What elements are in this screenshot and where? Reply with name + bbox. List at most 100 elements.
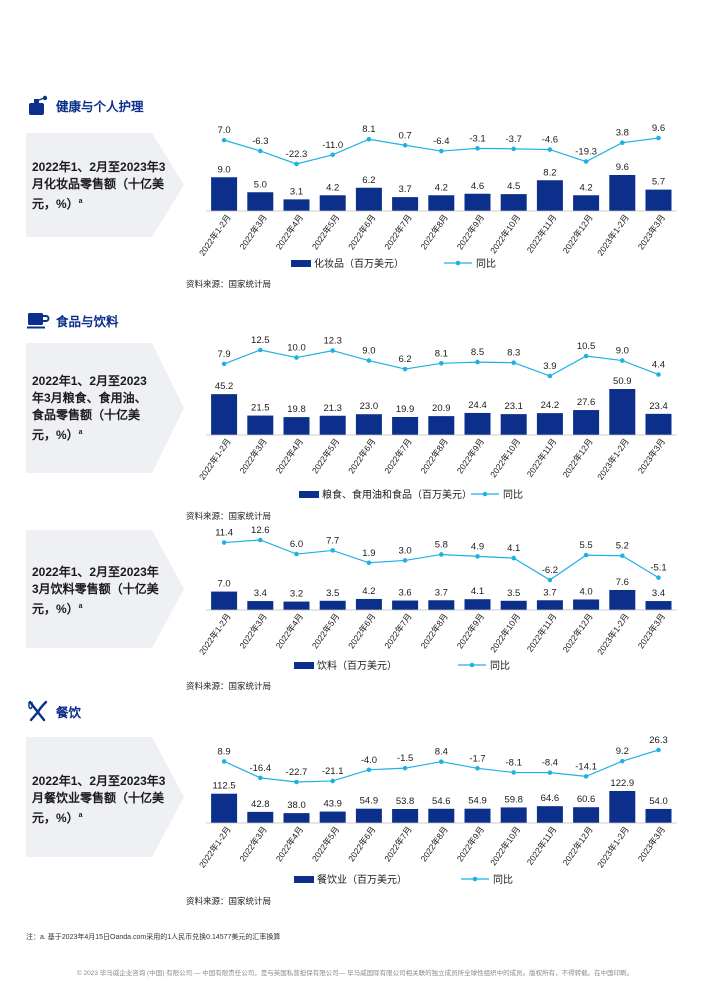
yoy-value-label: 11.4 (215, 528, 233, 539)
yoy-point (221, 540, 227, 545)
x-tick-label: 2022年3月 (237, 212, 269, 251)
bar (536, 413, 563, 435)
bar-value-label: 9.0 (217, 164, 230, 175)
source-note: 资料来源：国家统计局 (186, 511, 272, 521)
bar (319, 415, 346, 435)
bar-value-label: 23.1 (504, 401, 523, 412)
x-tick-label: 2022年9月 (455, 824, 487, 863)
bar-value-label: 4.0 (579, 586, 592, 597)
x-tick-label: 2022年10月 (488, 212, 522, 255)
yoy-value-label: -1.7 (469, 753, 485, 764)
yoy-value-label: 9.0 (616, 346, 629, 357)
yoy-point (258, 347, 263, 353)
yoy-value-label: 12.5 (251, 335, 269, 346)
bar (211, 793, 238, 823)
bar-value-label: 23.4 (649, 401, 668, 412)
bar (645, 601, 672, 610)
yoy-point (547, 577, 553, 583)
bar-value-label: 3.6 (398, 588, 411, 599)
section-title: 食品与饮料 (56, 314, 119, 329)
x-tick-label: 2023年3月 (636, 212, 668, 251)
x-tick-label: 2022年6月 (346, 824, 378, 863)
yoy-value-label: 4.4 (652, 359, 665, 370)
yoy-point (366, 767, 372, 773)
legend-line-marker (455, 260, 461, 266)
yoy-value-label: -1.5 (397, 753, 413, 764)
yoy-value-label: -3.7 (506, 134, 522, 145)
yoy-value-label: 5.2 (616, 541, 629, 552)
x-tick-label: 2022年11月 (525, 824, 559, 866)
yoy-value-label: -11.0 (322, 140, 343, 151)
x-tick-label: 2022年4月 (274, 436, 306, 475)
section-header-dining: 餐饮 (26, 700, 81, 722)
legend-line-label: 同比 (476, 258, 496, 270)
chart-label-panel-drinks: 2022年1、2月至2023年3月饮料零售额（十亿美元，%）a (26, 530, 186, 648)
bar (319, 600, 346, 610)
bar (283, 417, 310, 435)
bar (645, 413, 672, 435)
yoy-value-label: 3.9 (543, 361, 556, 372)
yoy-value-label: 8.4 (435, 747, 448, 758)
bar-value-label: 3.4 (652, 588, 665, 599)
source-note: 资料来源：国家统计局 (186, 279, 272, 289)
bar-value-label: 21.5 (251, 403, 269, 414)
bar-value-label: 21.3 (323, 403, 342, 414)
yoy-point (620, 358, 625, 363)
yoy-point (294, 551, 299, 557)
bar-value-label: 3.7 (398, 184, 411, 195)
bar (392, 600, 419, 610)
yoy-value-label: -21.1 (322, 766, 344, 777)
yoy-point (511, 146, 516, 152)
yoy-point (221, 759, 227, 764)
bar-value-label: 60.6 (577, 794, 596, 805)
bar (500, 194, 527, 211)
bar-value-label: 43.9 (323, 799, 342, 810)
yoy-value-label: 3.0 (398, 545, 411, 556)
legend-bar-swatch (291, 260, 311, 267)
yoy-value-label: -14.1 (575, 761, 597, 772)
yoy-value-label: -3.1 (469, 133, 485, 144)
bar (500, 414, 527, 435)
x-tick-label: 2022年3月 (237, 824, 269, 863)
yoy-point (547, 770, 553, 775)
bar-value-label: 50.9 (613, 376, 632, 387)
yoy-value-label: 8.9 (217, 746, 230, 757)
yoy-point (294, 355, 299, 360)
bar (464, 808, 491, 823)
yoy-value-label: 9.2 (616, 746, 629, 757)
x-tick-label: 2022年1-2月 (197, 611, 233, 656)
yoy-point (330, 152, 335, 158)
x-tick-label: 2022年1-2月 (197, 212, 233, 257)
yoy-point (656, 372, 661, 377)
legend-bar-label: 粮食、食用油和食品（百万美元） (322, 488, 472, 501)
bar (392, 197, 419, 211)
bar-value-label: 27.6 (577, 397, 596, 408)
bar-value-label: 4.2 (435, 182, 448, 193)
yoy-point (330, 778, 335, 784)
yoy-value-label: 8.1 (362, 124, 375, 135)
yoy-point (439, 361, 444, 366)
bar-value-label: 4.1 (471, 586, 484, 597)
yoy-point (366, 136, 372, 142)
bar-value-label: 24.2 (541, 400, 560, 411)
yoy-point (583, 552, 589, 558)
bar (211, 394, 238, 435)
yoy-value-label: -6.2 (542, 565, 558, 576)
x-tick-label: 2022年12月 (561, 824, 595, 867)
bar-value-label: 6.2 (362, 175, 375, 186)
yoy-point (620, 140, 625, 146)
chart-label-panel-grain: 2022年1、2月至2023年3月粮食、食用油、食品零售额（十亿美元，%）a (26, 343, 186, 473)
x-tick-label: 2022年12月 (561, 212, 595, 255)
yoy-value-label: 3.8 (616, 128, 629, 139)
x-tick-label: 2022年5月 (310, 436, 342, 475)
cosmetics-chart: 9.0 2022年1-2月 5.0 2022年3月 3.1 2022年4月 4.2 2022年… (197, 123, 677, 270)
bar (283, 813, 310, 823)
chart-label-panel-catering: 2022年1、2月至2023年3月餐饮业零售额（十亿美元，%）a (26, 737, 186, 857)
x-tick-label: 2022年11月 (525, 212, 559, 254)
x-tick-label: 2022年7月 (382, 436, 414, 475)
yoy-value-label: 10.0 (287, 343, 306, 354)
section-header-food-beverage: 食品与饮料 (26, 309, 119, 331)
bar (500, 807, 527, 823)
x-tick-label: 2022年6月 (346, 611, 378, 650)
x-tick-label: 2023年3月 (636, 611, 668, 650)
